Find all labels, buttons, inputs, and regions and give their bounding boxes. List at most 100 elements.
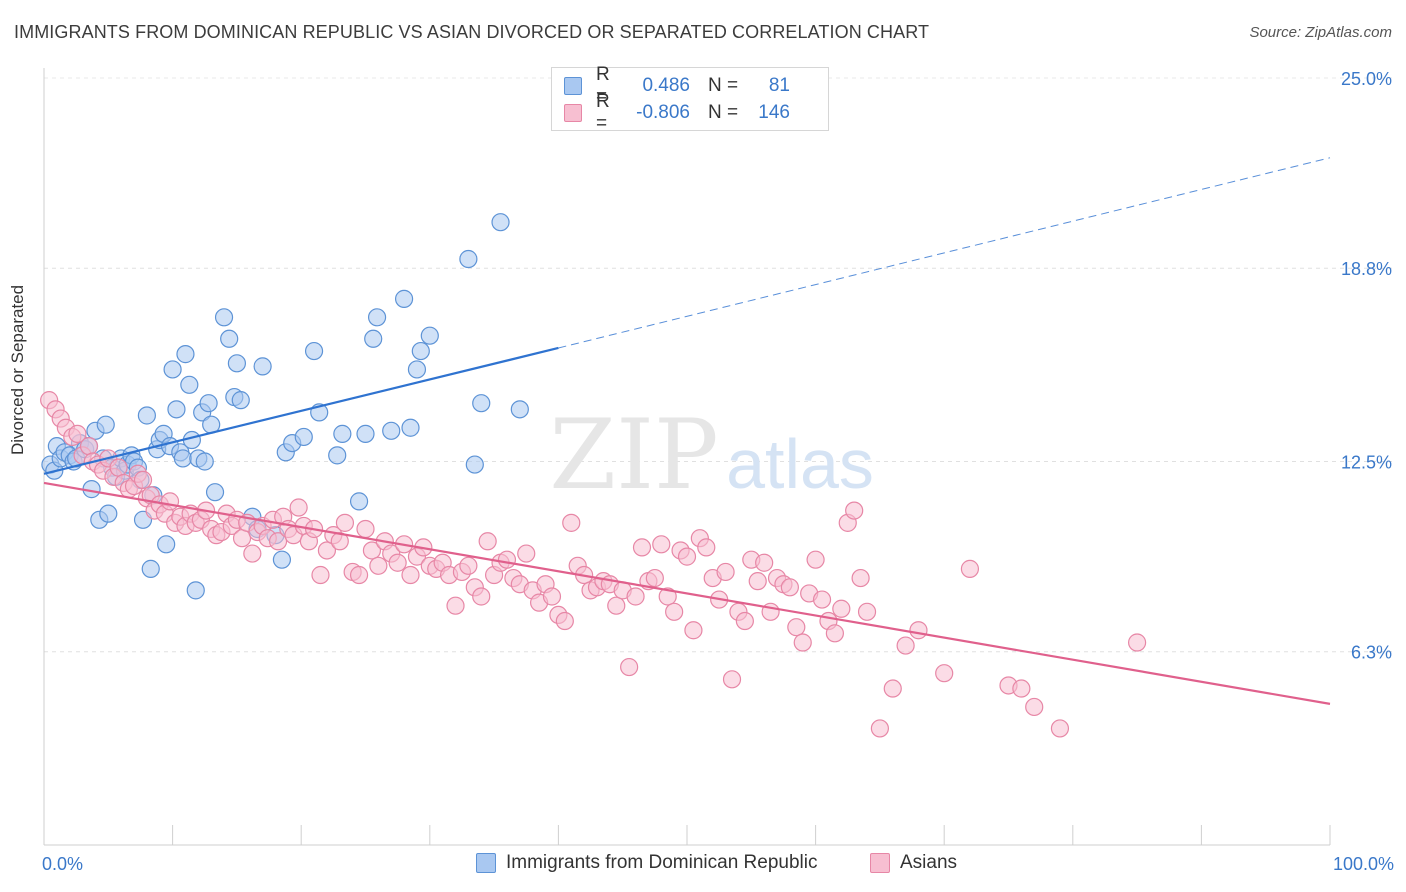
legend-swatch-asians	[564, 104, 582, 122]
legend-n-value: 81	[768, 75, 790, 96]
data-point	[677, 547, 697, 566]
data-point	[1012, 679, 1031, 698]
legend-r-label: R =	[596, 91, 610, 134]
data-point	[411, 341, 430, 361]
y-tick-label: 6.3%	[1351, 643, 1392, 663]
data-point	[137, 406, 156, 425]
data-point	[1050, 719, 1070, 738]
data-point	[79, 437, 99, 456]
data-point	[96, 415, 115, 434]
source-label: Source: ZipAtlas.com	[1249, 24, 1392, 41]
legend-item-asians[interactable]: Asians	[870, 852, 957, 874]
data-point	[362, 541, 382, 560]
gridlines	[44, 77, 1392, 653]
data-point	[806, 550, 825, 569]
data-point	[220, 329, 239, 348]
data-point	[716, 562, 735, 582]
series-asians-points	[40, 391, 1147, 738]
data-point	[232, 529, 252, 548]
legend-label-dominican: Immigrants from Dominican Republic	[506, 852, 818, 873]
x-tick-label: 0.0%	[42, 854, 83, 874]
data-point	[478, 532, 497, 551]
data-point	[517, 544, 536, 563]
data-point	[832, 599, 851, 618]
legend-row-dominican: R = 0.486 N = 81	[564, 64, 790, 107]
data-point	[243, 544, 262, 563]
data-point	[349, 492, 369, 511]
data-point	[388, 553, 407, 572]
data-point	[510, 400, 529, 419]
data-point	[857, 602, 877, 621]
data-point	[68, 424, 87, 443]
data-point	[180, 375, 199, 394]
data-point	[311, 565, 330, 585]
data-point	[645, 568, 664, 588]
data-point	[407, 360, 427, 379]
watermark-zip: ZIP	[549, 399, 718, 511]
legend-swatch-dominican	[476, 853, 496, 873]
data-point	[812, 590, 832, 609]
data-point	[176, 345, 195, 364]
stats-legend: R = 0.486 N = 81 R = -0.806 N = 146	[551, 64, 829, 134]
data-point	[665, 602, 684, 621]
data-point	[459, 249, 478, 269]
data-point	[382, 421, 401, 440]
data-point	[394, 289, 414, 308]
data-point	[167, 400, 186, 419]
data-point	[173, 449, 192, 468]
data-point	[141, 559, 160, 578]
legend-label-asians: Asians	[900, 852, 958, 873]
data-point	[555, 611, 574, 631]
data-point	[109, 458, 128, 477]
data-point	[793, 633, 812, 652]
data-point	[909, 621, 928, 640]
trend-lines	[43, 157, 1331, 705]
legend-item-dominican[interactable]: Immigrants from Dominican Republic	[476, 852, 818, 874]
data-point	[497, 550, 517, 569]
data-point	[755, 553, 774, 572]
y-tick-label: 12.5%	[1341, 453, 1392, 473]
data-point	[272, 550, 292, 569]
data-point	[367, 308, 387, 327]
data-point	[935, 664, 954, 683]
data-point	[160, 492, 180, 511]
data-point	[883, 679, 902, 698]
data-point	[825, 624, 844, 643]
data-point	[620, 657, 639, 677]
data-point	[472, 587, 491, 606]
watermark-atlas: atlas	[726, 425, 874, 503]
data-point	[562, 513, 581, 532]
data-point	[227, 354, 246, 373]
data-point	[491, 213, 510, 232]
data-point	[626, 587, 645, 606]
data-point	[268, 532, 288, 551]
data-point	[294, 427, 313, 447]
axes	[43, 68, 1331, 846]
data-point	[960, 559, 980, 578]
data-point	[335, 513, 355, 532]
legend-row-asians: R = -0.806 N = 146	[564, 91, 790, 134]
data-point	[652, 535, 671, 554]
legend-r-value: 0.486	[642, 75, 690, 96]
y-tick-label: 18.8%	[1341, 259, 1392, 279]
trend-line-dominican-extension	[558, 157, 1331, 349]
trend-line-asians	[43, 481, 1331, 705]
data-point	[1127, 633, 1147, 652]
data-point	[632, 538, 652, 557]
legend-r-value: -0.806	[636, 102, 690, 123]
data-point	[195, 452, 214, 471]
data-point	[289, 498, 308, 517]
data-point	[186, 581, 205, 600]
data-point	[133, 470, 153, 490]
data-point	[472, 394, 491, 413]
data-point	[99, 504, 118, 523]
legend-r-label: R =	[596, 64, 610, 107]
data-point	[542, 587, 562, 606]
data-point	[199, 394, 218, 413]
legend-n-label: N =	[708, 75, 739, 96]
data-point	[465, 455, 484, 474]
data-point	[748, 572, 767, 591]
data-point	[735, 611, 754, 631]
data-point	[356, 519, 375, 539]
data-point	[317, 541, 337, 560]
